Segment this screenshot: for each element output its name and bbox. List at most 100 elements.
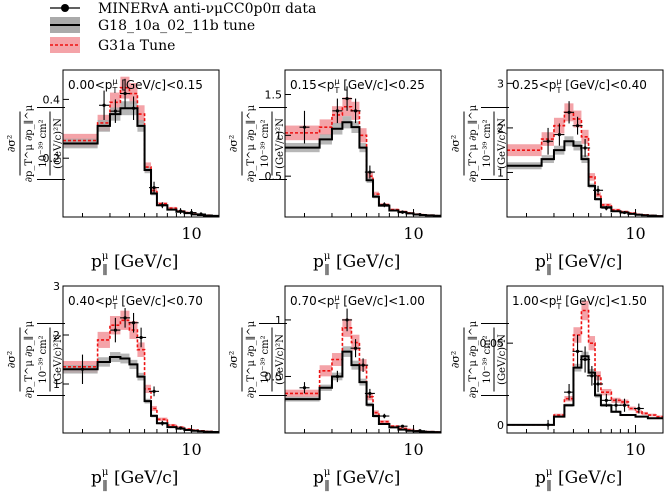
- data-point: [345, 318, 349, 322]
- data-point: [123, 316, 127, 320]
- x-axis-label: pμ ∥ [GeV/c]: [91, 467, 178, 492]
- data-point: [131, 321, 136, 325]
- y-unit-brackets: [481, 107, 509, 180]
- x-axis-label: pμ ∥ [GeV/c]: [91, 251, 178, 277]
- legend-g31-label: G31a Tune: [98, 38, 175, 54]
- plot-frame: [506, 285, 664, 434]
- y-tick-label: 1: [497, 166, 504, 179]
- data-point: [368, 170, 372, 174]
- y-label-numerator: ∂σ²: [227, 135, 240, 153]
- y-tick-label: 0.05: [480, 337, 505, 350]
- y-unit-numerator: 10⁻³⁹ cm²: [38, 119, 49, 167]
- panel-title: 0.00<pμ T [GeV/c]<0.15: [68, 77, 203, 95]
- data-point: [557, 132, 561, 137]
- data-point: [418, 429, 422, 433]
- g31-band-bin: [156, 417, 168, 421]
- x-tick-label: 10: [181, 224, 201, 243]
- x-tick-label: 10: [625, 224, 645, 243]
- data-point: [302, 386, 307, 390]
- y-unit-denominator: (GeV/c)²N: [497, 334, 508, 385]
- data-point: [335, 374, 339, 379]
- data-point: [345, 96, 349, 101]
- data-point: [152, 389, 156, 393]
- plot-frame: [62, 285, 220, 434]
- y-unit-denominator: (GeV/c)²N: [53, 334, 64, 385]
- y-unit-numerator: 10⁻³⁹ cm²: [482, 119, 493, 167]
- y-label-denominator: ∂p_T^μ ∂p_∥^μ: [245, 104, 257, 182]
- x-axis-label: pμ ∥ [GeV/c]: [313, 251, 400, 277]
- data-point: [567, 110, 571, 114]
- data-point: [575, 349, 580, 353]
- data-point: [604, 206, 608, 210]
- panel-title: 0.15<pμ T [GeV/c]<0.25: [290, 77, 425, 95]
- g18-tune-line: [63, 356, 219, 434]
- data-point: [622, 210, 627, 215]
- y-unit-denominator: (GeV/c)²N: [275, 118, 286, 169]
- data-point: [178, 209, 183, 213]
- y-tick-label: 3: [497, 77, 504, 90]
- g31-band-bin: [319, 365, 332, 377]
- plot-frame: [62, 69, 220, 218]
- x-tick-label: 10: [403, 440, 423, 459]
- y-unit-denominator: (GeV/c)²N: [275, 334, 286, 385]
- legend-g18-label: G18_10a_02_11b tune: [98, 18, 255, 34]
- data-point: [160, 421, 164, 425]
- y-tick-label: 0.5: [265, 370, 283, 383]
- y-label-denominator: ∂p_T^μ ∂p_∥^μ: [467, 320, 479, 398]
- panel-title: 1.00<pμ T [GeV/c]<1.50: [512, 293, 647, 311]
- data-point: [418, 212, 422, 217]
- y-label-numerator: ∂σ²: [5, 135, 18, 153]
- data-point: [546, 423, 550, 427]
- y-unit-brackets: [259, 323, 287, 396]
- data-point: [361, 363, 365, 367]
- legend-g18-swatch: [50, 17, 80, 33]
- g31-band-bin: [647, 413, 656, 417]
- y-tick-label: 1: [275, 314, 282, 327]
- y-unit-denominator: (GeV/c)²N: [497, 118, 508, 169]
- data-point: [382, 414, 386, 418]
- data-point: [113, 328, 117, 332]
- y-tick-label: 0: [497, 419, 504, 432]
- g31-band-bin: [398, 427, 407, 430]
- y-label-denominator: ∂p_T^μ ∂p_∥^μ: [467, 104, 479, 182]
- data-point: [353, 346, 358, 350]
- y-tick-label: 0.5: [265, 170, 283, 183]
- panel-title: 0.70<pμ T [GeV/c]<1.00: [290, 293, 425, 311]
- x-axis-label: pμ ∥ [GeV/c]: [535, 251, 622, 277]
- plot-frame: [284, 69, 442, 218]
- data-point: [102, 103, 106, 107]
- y-tick-label: 2: [53, 329, 60, 342]
- data-point: [160, 203, 164, 207]
- y-unit-numerator: 10⁻³⁹ cm²: [38, 335, 49, 383]
- data-point: [131, 106, 136, 110]
- g31-band-bin: [378, 420, 390, 424]
- y-tick-label: 0.2: [43, 152, 61, 165]
- plot-frame: [506, 69, 664, 218]
- panel-title: 0.40<pμ T [GeV/c]<0.70: [68, 293, 203, 311]
- g31-band-bin: [144, 384, 152, 394]
- g18-tune-line: [507, 140, 663, 218]
- y-axis-label: ∂σ² ∂p_T^μ ∂p_∥^μ 10⁻³⁹ cm² (GeV/c)²N: [227, 104, 287, 182]
- legend: MINERvA anti-νμCC0p0π data G18_10a_02_11…: [50, 1, 316, 54]
- y-label-denominator: ∂p_T^μ ∂p_∥^μ: [23, 104, 35, 182]
- y-unit-brackets: [259, 107, 287, 180]
- data-point: [604, 398, 608, 402]
- data-point: [590, 374, 594, 378]
- g18-tune-line: [507, 355, 663, 426]
- data-point: [637, 406, 641, 411]
- plot-frame: [284, 285, 442, 434]
- panel-title: 0.25<pμ T [GeV/c]<0.40: [512, 77, 647, 95]
- y-label-numerator: ∂σ²: [227, 351, 240, 369]
- data-point: [178, 426, 183, 430]
- data-point: [335, 109, 339, 113]
- y-tick-label: 1.5: [265, 89, 283, 102]
- legend-data-marker: [50, 4, 80, 12]
- data-point: [575, 124, 580, 128]
- y-unit-numerator: 10⁻³⁹ cm²: [260, 335, 271, 383]
- data-points: [77, 308, 186, 430]
- data-point: [583, 146, 587, 150]
- x-axis-label: pμ ∥ [GeV/c]: [535, 467, 622, 492]
